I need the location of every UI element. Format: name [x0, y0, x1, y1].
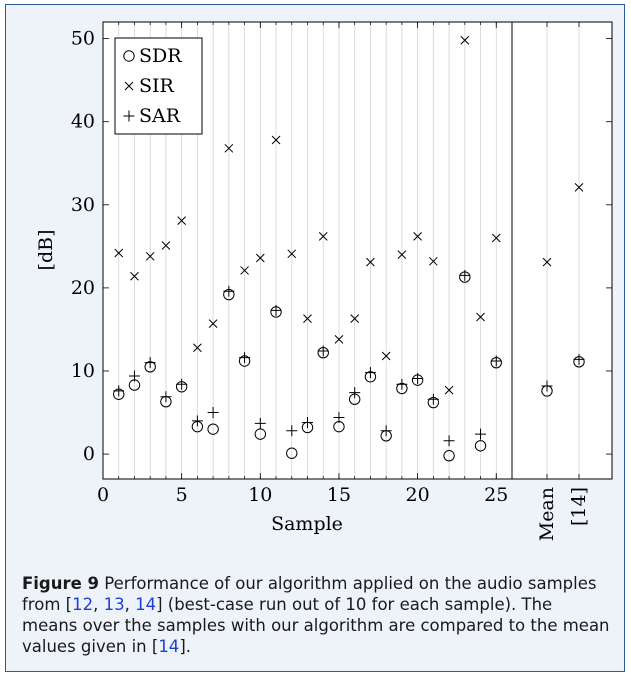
x-axis-label: Sample	[271, 513, 343, 535]
y-tick-label: 20	[71, 277, 95, 299]
sar-point	[317, 345, 329, 357]
sar-point	[239, 352, 251, 364]
caption-text: Performance of our algorithm applied on …	[22, 574, 597, 614]
sar-point	[113, 385, 125, 397]
summary-plot-area	[512, 22, 612, 479]
x-tick-label: 5	[176, 484, 188, 506]
sir-point	[350, 314, 360, 323]
figure-caption: Figure 9 Performance of our algorithm ap…	[22, 573, 612, 657]
sdr-point	[254, 428, 267, 440]
sar-point	[459, 269, 471, 281]
sar-point	[427, 393, 439, 405]
legend-sir-label: SIR	[139, 75, 175, 97]
sir-point	[413, 232, 422, 241]
y-tick-label: 40	[71, 111, 95, 133]
caption-separator: ,	[124, 595, 136, 614]
sar-point	[223, 285, 235, 297]
sar-point	[333, 412, 345, 424]
sir-point	[303, 314, 312, 323]
y-tick-label: 30	[71, 194, 95, 216]
sar-point	[443, 435, 455, 447]
sdr-point	[286, 447, 298, 459]
sdr-point	[474, 440, 487, 452]
sar-point	[396, 378, 408, 390]
sar-summary-point	[541, 380, 553, 392]
sir-point	[381, 351, 391, 361]
sir-point	[491, 233, 501, 243]
sir-point	[224, 143, 234, 153]
sir-summary-point	[542, 257, 552, 267]
sar-point	[144, 357, 156, 369]
sar-point	[286, 425, 298, 437]
x-tick-label: 25	[484, 484, 508, 506]
caption-separator: ,	[93, 595, 104, 614]
sir-point	[208, 319, 218, 328]
data-markers	[113, 35, 585, 462]
sir-point	[145, 251, 155, 261]
sir-point	[397, 250, 407, 260]
scatter-chart: 0 5 10 15 20 25 0 10 20 30 40 50 Mean [14] [dB] Sampl…	[35, 21, 613, 542]
sar-point	[302, 416, 313, 428]
legend-sar-marker	[123, 110, 135, 122]
sar-point	[207, 407, 219, 419]
sir-point	[334, 335, 344, 344]
sar-point	[349, 387, 361, 399]
citation-link[interactable]: 14	[135, 595, 157, 614]
y-tick-label: 50	[71, 28, 95, 50]
sir-point	[428, 256, 438, 266]
sir-point	[287, 249, 297, 259]
sir-point	[476, 312, 485, 322]
sar-point	[475, 428, 487, 440]
sar-point	[490, 355, 502, 367]
sir-point	[318, 232, 328, 241]
legend: SDR SIR SAR	[114, 37, 203, 135]
citation-link[interactable]: 13	[103, 595, 125, 614]
summary-category-label: Mean	[536, 487, 558, 541]
sir-point	[460, 35, 470, 45]
caption-text: ].	[179, 637, 191, 656]
legend-sar-label: SAR	[139, 105, 181, 127]
x-tick-label: 10	[248, 484, 272, 506]
sar-point	[254, 417, 266, 429]
sdr-point	[443, 450, 455, 462]
tick-labels: 0 5 10 15 20 25 0 10 20 30 40 50 Mean [14]	[71, 28, 590, 542]
sar-point	[270, 304, 282, 316]
sir-point	[271, 135, 281, 145]
summary-plot-border	[511, 21, 613, 480]
sar-point	[412, 372, 424, 384]
sar-point	[364, 367, 376, 379]
sar-point	[380, 425, 392, 437]
legend-sdr-label: SDR	[139, 45, 182, 67]
x-tick-label: 20	[406, 484, 430, 506]
y-tick-label: 10	[71, 360, 95, 382]
sar-point	[128, 370, 140, 382]
summary-category-label: [14]	[568, 487, 590, 526]
sir-point	[130, 271, 139, 281]
sir-point	[255, 253, 265, 263]
sar-point	[191, 415, 203, 427]
y-tick-label: 0	[83, 443, 95, 465]
sir-point	[444, 385, 454, 395]
sar-point	[160, 391, 172, 403]
caption-label: Figure 9	[22, 574, 100, 593]
sir-point	[240, 266, 249, 275]
sdr-point	[207, 423, 219, 435]
sar-point	[176, 378, 188, 390]
y-axis-label: [dB]	[35, 230, 57, 271]
citation-link[interactable]: 12	[72, 595, 94, 614]
legend-sdr-marker	[123, 50, 135, 62]
sir-point	[193, 343, 202, 353]
sir-point	[366, 257, 375, 267]
sir-point	[114, 248, 124, 258]
citation-link[interactable]: 14	[158, 637, 180, 656]
sir-summary-point	[574, 182, 584, 192]
sir-point	[177, 216, 187, 225]
sar-summary-point	[573, 353, 585, 365]
legend-sir-marker	[124, 81, 134, 91]
sir-point	[161, 241, 171, 250]
x-tick-label: 0	[97, 484, 109, 506]
x-tick-label: 15	[327, 484, 351, 506]
caption-text: ] (best-case run out of 10 for each samp…	[22, 595, 610, 656]
